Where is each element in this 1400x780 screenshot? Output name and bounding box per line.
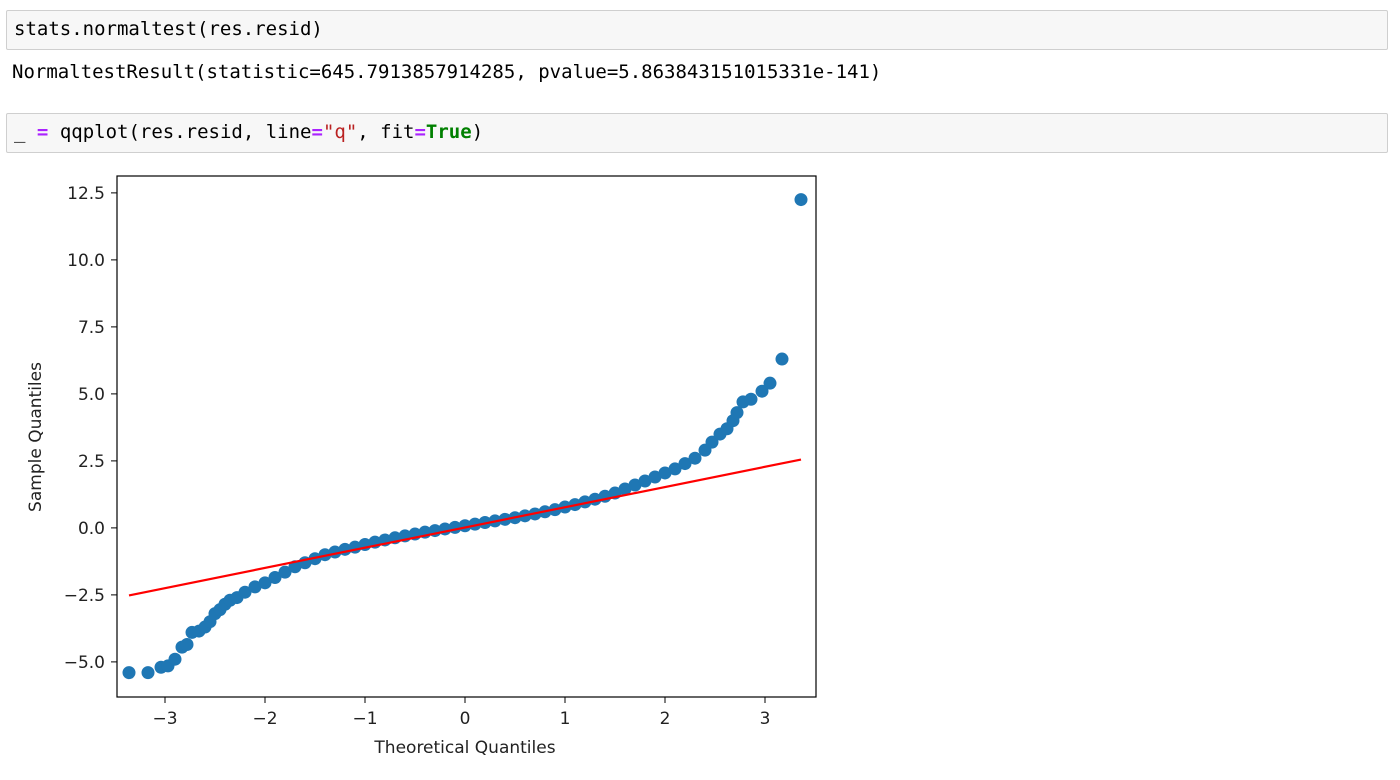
point [763,376,777,390]
point [668,462,682,476]
point [168,652,182,666]
code-token: ) [471,121,484,143]
x-tick-label: 2 [660,709,671,729]
y-tick-label: 12.5 [67,184,105,204]
point [141,666,155,680]
point [238,585,252,599]
output: NormaltestResult(statistic=645.791385791… [12,61,882,83]
y-tick-label: −2.5 [64,586,105,606]
point [578,495,592,509]
y-axis-label: Sample Quantiles [26,362,46,512]
fit-line [128,458,802,597]
code-token: _ [14,121,26,143]
y-tick-label: 5.0 [78,385,105,405]
x-tick-label: 3 [760,709,771,729]
code-cell[interactable]: _ = qqplot(res.resid, line="q", fit=True… [6,113,1388,153]
point [268,570,282,584]
y-tick-label: 0.0 [78,519,105,539]
code-token: , fit [357,121,415,143]
point [658,466,672,480]
x-tick-label: 0 [460,709,471,729]
point [794,193,808,207]
plot-frame [116,175,817,698]
x-tick-label: −2 [252,709,277,729]
code-token: = [311,121,323,143]
point [618,482,632,496]
code-cell[interactable]: stats.normaltest(res.resid) [6,10,1388,50]
point [628,478,642,492]
code-token: True [425,121,472,143]
code-token: "q" [322,121,358,143]
y-tick-label: 10.0 [67,251,105,271]
point [705,435,719,449]
point [638,474,652,488]
x-axis-label: Theoretical Quantiles [373,738,555,758]
code-token: = [36,121,49,143]
code-token: = [414,121,426,143]
point [730,406,744,420]
code: _ = qqplot(res.resid, line="q", fit=True… [14,121,483,143]
point [648,470,662,484]
point [744,392,758,406]
point [678,457,692,471]
point [468,517,482,531]
code-token: qqplot(res.resid, line [59,121,312,143]
y-tick-label: 7.5 [78,318,105,338]
point [688,451,702,465]
point [755,384,769,398]
point [248,580,262,594]
code: stats.normaltest(res.resid) [14,18,323,40]
point [122,666,136,680]
point [258,576,272,590]
y-tick-label: 2.5 [78,452,105,472]
point [775,352,789,366]
point [180,637,194,651]
point [278,565,292,579]
x-tick-label: 1 [560,709,571,729]
x-tick-label: −3 [152,709,177,729]
x-tick-label: −1 [352,709,377,729]
y-tick-label: −5.0 [64,653,105,673]
